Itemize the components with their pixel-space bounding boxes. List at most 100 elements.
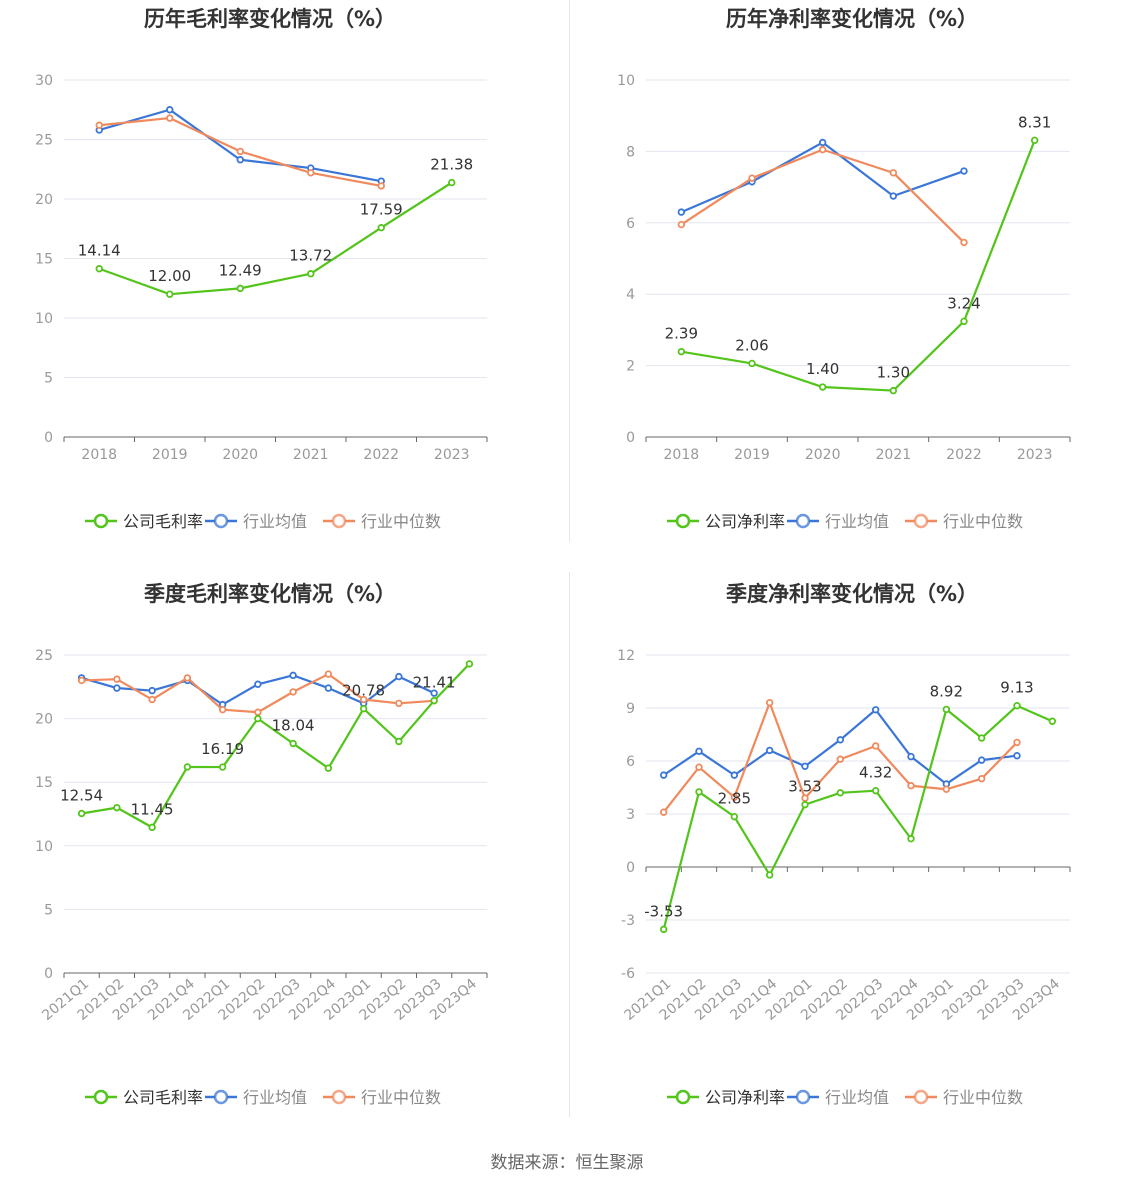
chart-0-series-0-line bbox=[98, 181, 453, 296]
chart-1-x-tick-label: 2022 bbox=[946, 447, 982, 463]
chart-1-data-label: 8.31 bbox=[1018, 113, 1051, 131]
chart-3-series-0-point bbox=[801, 800, 809, 809]
chart-1-y-tick-label: 10 bbox=[617, 73, 635, 89]
chart-2-series-0-point bbox=[183, 763, 192, 771]
chart-2-series-0-point bbox=[148, 823, 156, 832]
chart-2-legend-item-0: 公司毛利率 bbox=[85, 1088, 203, 1107]
chart-2-y-tick-label: 15 bbox=[35, 775, 53, 791]
chart-1-x-tick-label: 2018 bbox=[664, 447, 700, 463]
chart-0-series-2-point bbox=[236, 147, 244, 156]
chart-2-y-tick-label: 5 bbox=[44, 902, 53, 918]
chart-1-series-0-point bbox=[677, 347, 686, 356]
chart-3-legend-swatch-marker bbox=[795, 1089, 811, 1105]
chart-1-data-label: 2.06 bbox=[735, 336, 768, 354]
chart-1-legend-swatch-marker bbox=[795, 513, 811, 529]
chart-1-data-label: 3.24 bbox=[947, 294, 980, 312]
chart-2-series-2-point bbox=[218, 705, 227, 714]
chart-1-series-1-point bbox=[960, 167, 968, 175]
chart-2-series-2-point bbox=[113, 675, 121, 683]
chart-2-legend-item-1: 行业均值 bbox=[205, 1088, 307, 1107]
chart-2-data-label: 16.19 bbox=[201, 740, 244, 758]
vertical-divider-bottom bbox=[569, 572, 570, 1117]
vertical-divider-top bbox=[569, 0, 570, 542]
chart-1-series-0-point bbox=[818, 383, 827, 391]
chart-2-y-tick-label: 20 bbox=[35, 712, 53, 728]
chart-3-series-2-point bbox=[942, 785, 951, 793]
chart-0-y-tick-label: 0 bbox=[44, 430, 53, 446]
chart-1-series-2-point bbox=[748, 174, 756, 182]
chart-2-series-0-line bbox=[81, 663, 471, 829]
chart-0-data-label: 13.72 bbox=[289, 247, 332, 265]
chart-0-y-tick-label: 15 bbox=[35, 252, 53, 268]
chart-3-legend-label: 公司净利率 bbox=[705, 1088, 785, 1107]
chart-3-y-tick-label: 12 bbox=[617, 648, 635, 664]
chart-3-series-0-point bbox=[765, 871, 774, 879]
chart-2-legend-swatch-marker bbox=[93, 1089, 109, 1105]
chart-1-data-label: 2.39 bbox=[665, 325, 698, 343]
chart-3-series-0-line bbox=[662, 704, 1053, 930]
chart-2: 季度毛利率变化情况（%）05101520252021Q12021Q22021Q3… bbox=[35, 582, 488, 1107]
chart-2-series-2-point bbox=[359, 695, 368, 704]
chart-2-series-1-point bbox=[324, 684, 333, 692]
chart-3-series-2-point bbox=[765, 699, 774, 707]
chart-1-y-tick-label: 0 bbox=[626, 430, 635, 446]
chart-0-x-tick-label: 2022 bbox=[363, 447, 399, 463]
chart-2-series-1-point bbox=[148, 686, 156, 695]
chart-1-x-tick-label: 2019 bbox=[734, 447, 770, 463]
chart-3-series-0-point bbox=[977, 734, 986, 742]
chart-0-data-label: 12.00 bbox=[148, 267, 191, 285]
chart-1-data-label: 1.40 bbox=[806, 360, 839, 378]
chart-1-data-label: 1.30 bbox=[877, 364, 910, 382]
chart-3-series-0-point bbox=[942, 705, 951, 714]
chart-1-x-tick-label: 2020 bbox=[805, 447, 841, 463]
chart-3-series-1-point bbox=[871, 706, 880, 714]
chart-0-series-2-point bbox=[377, 182, 385, 190]
chart-2-legend-label: 公司毛利率 bbox=[123, 1088, 203, 1107]
chart-2-series-2-point bbox=[254, 708, 262, 716]
chart-2-series-1-point bbox=[289, 671, 297, 680]
chart-1-legend-item-0: 公司净利率 bbox=[667, 512, 785, 531]
chart-3-series-1-line bbox=[663, 708, 1018, 786]
chart-0-x-tick-label: 2018 bbox=[81, 447, 117, 463]
chart-1-series-0-point bbox=[960, 317, 968, 326]
chart-0-data-label: 21.38 bbox=[430, 156, 473, 174]
chart-2-y-tick-label: 10 bbox=[35, 839, 53, 855]
chart-2-data-label: 21.41 bbox=[413, 674, 456, 692]
chart-3-series-2-point bbox=[907, 782, 915, 790]
chart-3-series-2-point bbox=[695, 763, 703, 771]
chart-3-data-label: -3.53 bbox=[644, 902, 683, 920]
chart-1-x-tick-label: 2023 bbox=[1017, 447, 1053, 463]
chart-1: 历年净利率变化情况（%） 0 2 4 6 8 10 2018 2019 2020 2021 2022 2… bbox=[617, 7, 1071, 531]
chart-1-series-1-point bbox=[889, 192, 898, 200]
chart-1-legend-swatch-marker bbox=[675, 513, 691, 529]
chart-3-series-1-point bbox=[659, 771, 668, 779]
chart-1-series-2-point bbox=[818, 145, 827, 154]
chart-2-y-tick-label: 0 bbox=[44, 966, 53, 982]
chart-1-series-2-line bbox=[680, 148, 965, 244]
chart-2-series-0-point bbox=[289, 739, 297, 748]
chart-0-legend-swatch-marker bbox=[93, 513, 109, 529]
chart-3-series-0-point bbox=[695, 788, 703, 796]
chart-2-series-2-point bbox=[183, 674, 192, 682]
chart-1-x-tick-label: 2021 bbox=[876, 447, 912, 463]
chart-2-data-label: 20.78 bbox=[342, 682, 385, 700]
chart-0-legend-label: 公司毛利率 bbox=[123, 512, 203, 531]
chart-3-series-0-point bbox=[907, 835, 915, 843]
chart-3-data-label: 3.53 bbox=[788, 778, 821, 796]
chart-3-series-0-point bbox=[1048, 717, 1057, 725]
chart-1-legend-item-1: 行业均值 bbox=[787, 512, 889, 531]
chart-2-data-label: 18.04 bbox=[272, 717, 315, 735]
chart-1-series-2-point bbox=[960, 238, 968, 247]
chart-3-series-1-point bbox=[765, 746, 774, 755]
chart-2-series-0-point bbox=[218, 763, 227, 771]
chart-2-series-1-point bbox=[395, 672, 403, 681]
chart-3-series-1-point bbox=[695, 747, 703, 755]
chart-2-data-label: 12.54 bbox=[60, 786, 103, 804]
chart-1-series-1-point bbox=[818, 138, 827, 147]
data-source-note: 数据来源：恒生聚源 bbox=[490, 1153, 644, 1173]
chart-0-legend-item-2: 行业中位数 bbox=[323, 512, 441, 531]
chart-0-series-1-point bbox=[236, 156, 244, 164]
chart-3-legend-item-0: 公司净利率 bbox=[667, 1088, 785, 1107]
chart-0-legend-item-0: 公司毛利率 bbox=[85, 512, 203, 531]
chart-3-legend-item-1: 行业均值 bbox=[787, 1088, 889, 1107]
